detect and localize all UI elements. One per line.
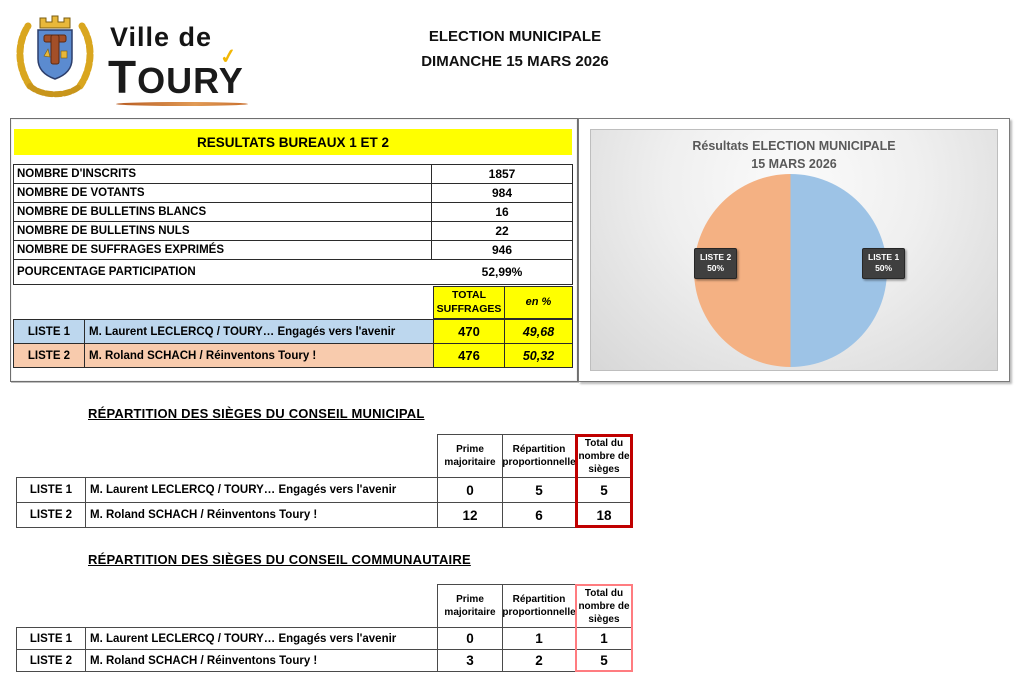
title-line2: DIMANCHE 15 MARS 2026 (421, 53, 609, 70)
liste2-badge: LISTE 2 (16, 502, 86, 528)
stat-value: 946 (431, 241, 572, 259)
communautaire-col-total-sieges: Total du nombre de sièges (575, 584, 633, 628)
stat-label: NOMBRE DE BULLETINS NULS (17, 225, 190, 237)
pie-chart-panel: Résultats ELECTION MUNICIPALE 15 MARS 20… (590, 129, 998, 371)
stat-row-blancs: NOMBRE DE BULLETINS BLANCS 16 (13, 202, 573, 222)
municipal-col-total-sieges: Total du nombre de sièges (575, 434, 633, 478)
liste1-total-sieges: 1 (575, 627, 633, 650)
stat-row-nuls: NOMBRE DE BULLETINS NULS 22 (13, 221, 573, 241)
stat-value: 984 (431, 184, 572, 202)
stat-label: NOMBRE DE BULLETINS BLANCS (17, 206, 207, 218)
liste1-badge: LISTE 1 (16, 477, 86, 503)
municipal-section-title: RÉPARTITION DES SIÈGES DU CONSEIL MUNICI… (88, 406, 425, 421)
column-header-total-suffrages: TOTAL SUFFRAGES (433, 286, 505, 319)
results-table-title: RESULTATS BUREAUX 1 ET 2 (14, 129, 572, 155)
pie-label-name: LISTE 2 (700, 252, 732, 262)
liste1-prime: 0 (437, 477, 503, 503)
stat-row-inscrits: NOMBRE D'INSCRITS 1857 (13, 164, 573, 184)
logo-underline (116, 102, 248, 106)
stat-row-votants: NOMBRE DE VOTANTS 984 (13, 183, 573, 203)
stat-row-participation: POURCENTAGE PARTICIPATION 52,99% (13, 259, 573, 285)
stat-label: NOMBRE DE SUFFRAGES EXPRIMÉS (17, 244, 225, 256)
chart-title: Résultats ELECTION MUNICIPALE 15 MARS 20… (591, 137, 997, 173)
pie-chart-frame: Résultats ELECTION MUNICIPALE 15 MARS 20… (578, 118, 1010, 382)
municipal-col-proportionnelle: Répartition proportionnelle (502, 434, 576, 478)
pie-label-value: 50% (875, 263, 893, 274)
liste2-name: M. Roland SCHACH / Réinventons Toury ! (85, 649, 438, 672)
liste1-prime: 0 (437, 627, 503, 650)
liste2-name: M. Roland SCHACH / Réinventons Toury ! (84, 343, 434, 368)
liste1-proportionnelle: 1 (502, 627, 576, 650)
pie-label-value: 50% (707, 263, 725, 274)
liste1-total-sieges: 5 (575, 477, 633, 503)
liste2-badge: LISTE 2 (13, 343, 85, 368)
liste2-proportionnelle: 6 (502, 502, 576, 528)
stat-value: 52,99% (481, 265, 523, 279)
liste2-proportionnelle: 2 (502, 649, 576, 672)
logo-text-toury: TOURY (108, 51, 244, 103)
column-header-en-pct: en % (504, 286, 573, 319)
stat-value: 16 (431, 203, 572, 221)
liste1-total-votes: 470 (433, 319, 505, 344)
stat-row-exprimes: NOMBRE DE SUFFRAGES EXPRIMÉS 946 (13, 240, 573, 260)
liste1-name: M. Laurent LECLERCQ / TOURY… Engagés ver… (85, 477, 438, 503)
liste1-name: M. Laurent LECLERCQ / TOURY… Engagés ver… (84, 319, 434, 344)
chart-title-line1: Résultats ELECTION MUNICIPALE (692, 139, 896, 153)
liste1-percent: 49,68 (504, 319, 573, 344)
stat-label: POURCENTAGE PARTICIPATION (17, 266, 196, 278)
stat-value: 1857 (431, 165, 572, 183)
liste1-name: M. Laurent LECLERCQ / TOURY… Engagés ver… (85, 627, 438, 650)
liste2-total-votes: 476 (433, 343, 505, 368)
liste2-prime: 3 (437, 649, 503, 672)
communautaire-section-title: RÉPARTITION DES SIÈGES DU CONSEIL COMMUN… (88, 552, 471, 567)
liste2-name: M. Roland SCHACH / Réinventons Toury ! (85, 502, 438, 528)
liste2-total-sieges: 5 (575, 649, 633, 672)
municipal-col-prime: Prime majoritaire (437, 434, 503, 478)
liste2-percent: 50,32 (504, 343, 573, 368)
liste1-badge: LISTE 1 (13, 319, 85, 344)
liste1-proportionnelle: 5 (502, 477, 576, 503)
logo-text-ville-de: Ville de (110, 22, 213, 52)
check-accent-icon: ✓ (218, 44, 239, 70)
chart-title-line2: 15 MARS 2026 (751, 157, 837, 172)
toury-crest-icon (16, 15, 94, 98)
pie-label-liste2: LISTE 2 50% (694, 248, 738, 279)
title-line1: ELECTION MUNICIPALE (428, 28, 602, 45)
liste2-badge: LISTE 2 (16, 649, 86, 672)
results-table: RESULTATS BUREAUX 1 ET 2 NOMBRE D'INSCRI… (10, 118, 578, 382)
communautaire-col-proportionnelle: Répartition proportionnelle (502, 584, 576, 628)
liste1-badge: LISTE 1 (16, 627, 86, 650)
stat-label: NOMBRE D'INSCRITS (17, 168, 137, 180)
toury-logo: Ville de TOURY ✓ (14, 8, 314, 108)
stat-label: NOMBRE DE VOTANTS (17, 187, 145, 199)
liste2-total-sieges: 18 (575, 502, 633, 528)
communautaire-col-prime: Prime majoritaire (437, 584, 503, 628)
liste2-prime: 12 (437, 502, 503, 528)
stat-value: 22 (431, 222, 572, 240)
page-title: ELECTION MUNICIPALE DIMANCHE 15 MARS 202… (320, 28, 710, 70)
pie-label-name: LISTE 1 (868, 252, 900, 262)
pie-label-liste1: LISTE 1 50% (862, 248, 906, 279)
